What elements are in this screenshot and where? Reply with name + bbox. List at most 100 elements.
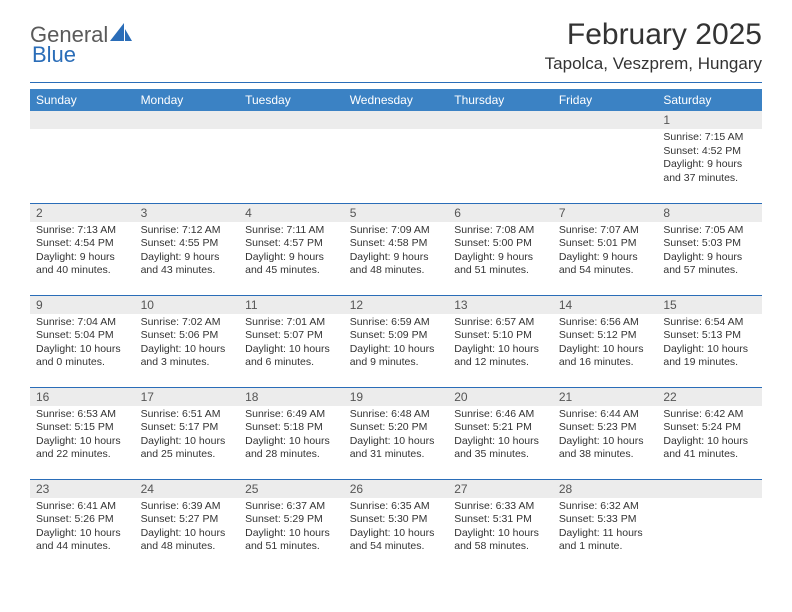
calendar-cell: 16Sunrise: 6:53 AMSunset: 5:15 PMDayligh… xyxy=(30,387,135,479)
day-info: Sunrise: 6:35 AMSunset: 5:30 PMDaylight:… xyxy=(344,498,449,559)
calendar-cell: 12Sunrise: 6:59 AMSunset: 5:09 PMDayligh… xyxy=(344,295,449,387)
day-info: Sunrise: 6:39 AMSunset: 5:27 PMDaylight:… xyxy=(135,498,240,559)
day-info: Sunrise: 7:12 AMSunset: 4:55 PMDaylight:… xyxy=(135,222,240,283)
day-number: 9 xyxy=(30,296,135,314)
day-number: 25 xyxy=(239,480,344,498)
header-divider xyxy=(30,82,762,83)
day-number: 2 xyxy=(30,204,135,222)
calendar-cell: 14Sunrise: 6:56 AMSunset: 5:12 PMDayligh… xyxy=(553,295,658,387)
day-info: Sunrise: 7:05 AMSunset: 5:03 PMDaylight:… xyxy=(657,222,762,283)
day-info: Sunrise: 6:46 AMSunset: 5:21 PMDaylight:… xyxy=(448,406,553,467)
day-info: Sunrise: 7:11 AMSunset: 4:57 PMDaylight:… xyxy=(239,222,344,283)
calendar-cell: 20Sunrise: 6:46 AMSunset: 5:21 PMDayligh… xyxy=(448,387,553,479)
calendar-cell: 22Sunrise: 6:42 AMSunset: 5:24 PMDayligh… xyxy=(657,387,762,479)
day-info: Sunrise: 6:41 AMSunset: 5:26 PMDaylight:… xyxy=(30,498,135,559)
logo-text-blue: Blue xyxy=(32,42,76,67)
day-number: 10 xyxy=(135,296,240,314)
month-title: February 2025 xyxy=(545,18,762,52)
calendar-cell: 23Sunrise: 6:41 AMSunset: 5:26 PMDayligh… xyxy=(30,479,135,571)
day-number: 1 xyxy=(657,111,762,129)
calendar-cell: 9Sunrise: 7:04 AMSunset: 5:04 PMDaylight… xyxy=(30,295,135,387)
calendar-cell: 10Sunrise: 7:02 AMSunset: 5:06 PMDayligh… xyxy=(135,295,240,387)
location: Tapolca, Veszprem, Hungary xyxy=(545,54,762,74)
calendar-cell xyxy=(657,479,762,571)
calendar-cell: 2Sunrise: 7:13 AMSunset: 4:54 PMDaylight… xyxy=(30,203,135,295)
calendar-cell xyxy=(239,111,344,203)
day-number: 18 xyxy=(239,388,344,406)
day-info: Sunrise: 6:56 AMSunset: 5:12 PMDaylight:… xyxy=(553,314,658,375)
day-number: 4 xyxy=(239,204,344,222)
calendar-cell xyxy=(30,111,135,203)
weekday-header: Monday xyxy=(135,89,240,111)
calendar-cell: 11Sunrise: 7:01 AMSunset: 5:07 PMDayligh… xyxy=(239,295,344,387)
day-number: 16 xyxy=(30,388,135,406)
day-number: 5 xyxy=(344,204,449,222)
day-number-empty xyxy=(553,111,658,129)
day-number: 21 xyxy=(553,388,658,406)
day-number: 19 xyxy=(344,388,449,406)
day-number: 14 xyxy=(553,296,658,314)
day-number: 20 xyxy=(448,388,553,406)
calendar-cell: 3Sunrise: 7:12 AMSunset: 4:55 PMDaylight… xyxy=(135,203,240,295)
calendar-cell: 8Sunrise: 7:05 AMSunset: 5:03 PMDaylight… xyxy=(657,203,762,295)
day-info: Sunrise: 7:07 AMSunset: 5:01 PMDaylight:… xyxy=(553,222,658,283)
calendar-cell: 24Sunrise: 6:39 AMSunset: 5:27 PMDayligh… xyxy=(135,479,240,571)
day-number: 17 xyxy=(135,388,240,406)
day-number: 7 xyxy=(553,204,658,222)
day-info: Sunrise: 6:37 AMSunset: 5:29 PMDaylight:… xyxy=(239,498,344,559)
calendar-head: SundayMondayTuesdayWednesdayThursdayFrid… xyxy=(30,89,762,111)
day-info: Sunrise: 6:54 AMSunset: 5:13 PMDaylight:… xyxy=(657,314,762,375)
day-number: 26 xyxy=(344,480,449,498)
calendar-cell: 27Sunrise: 6:33 AMSunset: 5:31 PMDayligh… xyxy=(448,479,553,571)
calendar-cell: 25Sunrise: 6:37 AMSunset: 5:29 PMDayligh… xyxy=(239,479,344,571)
day-number-empty xyxy=(344,111,449,129)
day-info: Sunrise: 7:15 AMSunset: 4:52 PMDaylight:… xyxy=(657,129,762,190)
calendar-cell xyxy=(135,111,240,203)
calendar-cell: 26Sunrise: 6:35 AMSunset: 5:30 PMDayligh… xyxy=(344,479,449,571)
day-info: Sunrise: 7:09 AMSunset: 4:58 PMDaylight:… xyxy=(344,222,449,283)
calendar-cell: 18Sunrise: 6:49 AMSunset: 5:18 PMDayligh… xyxy=(239,387,344,479)
calendar-cell xyxy=(553,111,658,203)
calendar-cell: 13Sunrise: 6:57 AMSunset: 5:10 PMDayligh… xyxy=(448,295,553,387)
day-number-empty xyxy=(30,111,135,129)
day-number: 3 xyxy=(135,204,240,222)
weekday-header: Thursday xyxy=(448,89,553,111)
calendar-cell xyxy=(344,111,449,203)
weekday-header: Saturday xyxy=(657,89,762,111)
day-number: 22 xyxy=(657,388,762,406)
day-info: Sunrise: 7:13 AMSunset: 4:54 PMDaylight:… xyxy=(30,222,135,283)
weekday-header: Wednesday xyxy=(344,89,449,111)
day-number: 13 xyxy=(448,296,553,314)
day-number: 15 xyxy=(657,296,762,314)
day-info: Sunrise: 6:32 AMSunset: 5:33 PMDaylight:… xyxy=(553,498,658,559)
weekday-header: Sunday xyxy=(30,89,135,111)
logo-sub: Blue xyxy=(32,42,76,68)
calendar-cell: 6Sunrise: 7:08 AMSunset: 5:00 PMDaylight… xyxy=(448,203,553,295)
calendar-cell: 21Sunrise: 6:44 AMSunset: 5:23 PMDayligh… xyxy=(553,387,658,479)
calendar-cell: 4Sunrise: 7:11 AMSunset: 4:57 PMDaylight… xyxy=(239,203,344,295)
calendar-cell: 19Sunrise: 6:48 AMSunset: 5:20 PMDayligh… xyxy=(344,387,449,479)
day-info: Sunrise: 7:02 AMSunset: 5:06 PMDaylight:… xyxy=(135,314,240,375)
day-number-empty xyxy=(657,480,762,498)
calendar-cell: 17Sunrise: 6:51 AMSunset: 5:17 PMDayligh… xyxy=(135,387,240,479)
day-info: Sunrise: 6:44 AMSunset: 5:23 PMDaylight:… xyxy=(553,406,658,467)
calendar-table: SundayMondayTuesdayWednesdayThursdayFrid… xyxy=(30,89,762,571)
day-number: 11 xyxy=(239,296,344,314)
day-info: Sunrise: 6:57 AMSunset: 5:10 PMDaylight:… xyxy=(448,314,553,375)
day-info: Sunrise: 7:01 AMSunset: 5:07 PMDaylight:… xyxy=(239,314,344,375)
header: General February 2025 Tapolca, Veszprem,… xyxy=(0,0,792,78)
day-number-empty xyxy=(135,111,240,129)
calendar-cell: 5Sunrise: 7:09 AMSunset: 4:58 PMDaylight… xyxy=(344,203,449,295)
day-number: 24 xyxy=(135,480,240,498)
day-number-empty xyxy=(239,111,344,129)
calendar-cell: 1Sunrise: 7:15 AMSunset: 4:52 PMDaylight… xyxy=(657,111,762,203)
day-info: Sunrise: 6:51 AMSunset: 5:17 PMDaylight:… xyxy=(135,406,240,467)
day-info: Sunrise: 6:53 AMSunset: 5:15 PMDaylight:… xyxy=(30,406,135,467)
day-number-empty xyxy=(448,111,553,129)
logo-sail-icon xyxy=(110,23,134,48)
day-info: Sunrise: 6:49 AMSunset: 5:18 PMDaylight:… xyxy=(239,406,344,467)
calendar-body: 1Sunrise: 7:15 AMSunset: 4:52 PMDaylight… xyxy=(30,111,762,571)
day-number: 27 xyxy=(448,480,553,498)
day-info: Sunrise: 6:42 AMSunset: 5:24 PMDaylight:… xyxy=(657,406,762,467)
day-number: 8 xyxy=(657,204,762,222)
